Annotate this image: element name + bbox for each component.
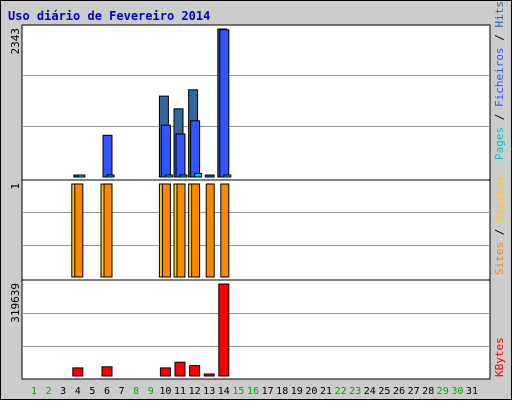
plot-area-top: [21, 24, 491, 181]
x-tick-label: 23: [349, 386, 361, 397]
x-tick-label: 28: [422, 386, 434, 397]
bar-ficheiros-day-11: [175, 133, 186, 178]
bar-pages-day-11: [179, 174, 188, 178]
bar-kbytes-day-11: [174, 361, 186, 377]
x-tick-labels: 1 2 3 4 5 6 7 8 9 10 11 12 13 14 15 16 17 18 19 20 21 22 23 24 2…: [31, 386, 478, 397]
legend-sites: Sites: [493, 242, 506, 275]
x-tick-label: 11: [174, 386, 186, 397]
x-tick-label: 19: [291, 386, 303, 397]
bar-kbytes-day-6: [101, 366, 113, 377]
legend-middle: Sites / Visitas: [493, 176, 506, 275]
plot-area-middle: [21, 179, 491, 281]
chart-title: Uso diário de Fevereiro 2014: [8, 9, 210, 23]
x-tick-label: 26: [393, 386, 405, 397]
bar-sites-day-11: [176, 183, 186, 278]
x-tick-label: 16: [247, 386, 259, 397]
bar-pages-day-10: [164, 174, 173, 178]
x-tick-label: 31: [466, 386, 478, 397]
bars-layer: [71, 28, 232, 377]
legend-separator: /: [493, 28, 506, 48]
x-tick-label: 14: [218, 386, 230, 397]
bar-kbytes-day-4: [72, 367, 84, 377]
bar-sites-day-10: [161, 183, 171, 278]
legend-top: Pages / Ficheiros / Hits: [493, 1, 506, 160]
bar-ficheiros-day-6: [102, 134, 113, 178]
bar-pages-day-4: [77, 174, 86, 178]
x-tick-label: 5: [89, 386, 95, 397]
legend-files: Ficheiros: [493, 47, 506, 107]
bar-kbytes-day-13: [203, 373, 215, 377]
legend-kbytes: KBytes: [493, 337, 506, 377]
plot-area-bottom: [21, 279, 491, 380]
x-tick-label: 27: [408, 386, 420, 397]
legend-hits: Hits: [493, 1, 506, 28]
bar-sites-day-4: [74, 183, 84, 278]
bar-kbytes-day-12: [189, 365, 201, 377]
x-tick-label: 12: [189, 386, 201, 397]
x-tick-label: 2: [46, 386, 52, 397]
x-tick-label: 6: [104, 386, 110, 397]
x-tick-label: 22: [335, 386, 347, 397]
x-tick-label: 25: [378, 386, 390, 397]
gridlines: [22, 75, 490, 347]
x-tick-label: 24: [364, 386, 376, 397]
ymax-label-middle: 1: [9, 183, 22, 190]
bar-sites-day-12: [191, 183, 201, 278]
x-tick-label: 30: [451, 386, 463, 397]
x-tick-label: 9: [148, 386, 154, 397]
x-tick-label: 20: [305, 386, 317, 397]
bar-kbytes-day-14: [218, 283, 230, 377]
x-tick-label: 7: [119, 386, 125, 397]
bar-ficheiros-day-12: [190, 120, 201, 178]
x-tick-label: 10: [159, 386, 171, 397]
x-tick-label: 21: [320, 386, 332, 397]
bar-kbytes-day-10: [159, 367, 171, 377]
x-tick-label: 4: [75, 386, 81, 397]
bar-ficheiros-day-10: [160, 124, 171, 178]
x-tick-label: 17: [262, 386, 274, 397]
bar-ficheiros-day-14: [219, 29, 230, 178]
legend-separator: /: [493, 107, 506, 127]
ymax-label-bottom: 319639: [9, 283, 22, 323]
bar-pages-day-6: [106, 174, 115, 178]
x-tick-label: 18: [276, 386, 288, 397]
x-tick-label: 8: [133, 386, 139, 397]
legend-bottom: KBytes: [493, 337, 506, 377]
ymax-label-top: 2343: [9, 28, 22, 55]
bar-sites-day-6: [103, 183, 113, 278]
legend-pages: Pages: [493, 127, 506, 160]
legend-separator: /: [493, 222, 506, 242]
x-tick-label: 3: [60, 386, 66, 397]
bar-pages-day-14: [223, 174, 232, 178]
bar-pages-day-12: [194, 173, 203, 178]
legend-visits: Visitas: [493, 176, 506, 222]
x-tick-label: 1: [31, 386, 37, 397]
x-tick-label: 13: [203, 386, 215, 397]
bar-sites-day-13: [205, 183, 215, 278]
x-tick-label: 29: [437, 386, 449, 397]
x-tick-label: 15: [232, 386, 244, 397]
bar-ficheiros-day-13: [204, 174, 215, 178]
bar-sites-day-14: [220, 183, 230, 278]
